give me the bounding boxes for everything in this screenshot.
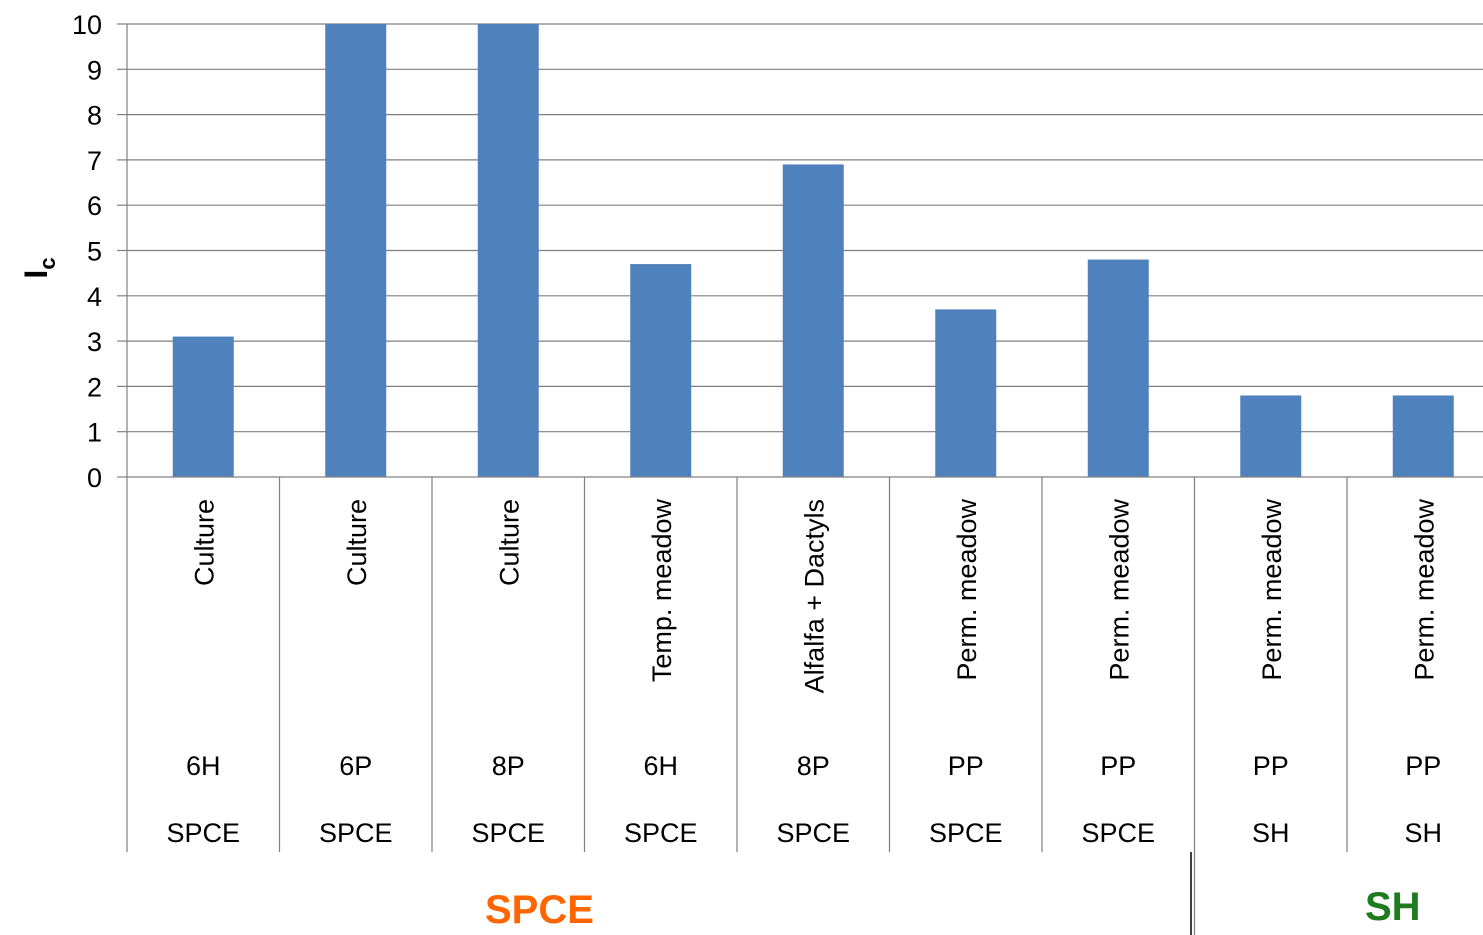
y-tick-label: 8: [87, 101, 102, 131]
category-site-label: SPCE: [471, 818, 545, 848]
category-site-label: SPCE: [166, 818, 240, 848]
y-axis-label-main: I: [18, 270, 54, 279]
category-labels: Culture 6H SPCE Culture 6P SPCE Culture 8P SPCE T…: [166, 499, 1442, 848]
category-site-label: SPCE: [776, 818, 850, 848]
category-site-label: SPCE: [929, 818, 1003, 848]
y-tick-label: 3: [87, 327, 102, 357]
category-land-use-label: Culture: [342, 499, 372, 586]
category-land-use-label: Culture: [189, 499, 219, 586]
category-site-label: SPCE: [319, 818, 393, 848]
category-code-label: PP: [1100, 751, 1136, 781]
category-code-label: 6H: [186, 751, 221, 781]
category-code-label: 6P: [339, 751, 372, 781]
category-land-use-label: Temp. meadow: [647, 499, 677, 683]
category-code-label: 6H: [643, 751, 678, 781]
y-tick-label: 4: [87, 282, 102, 312]
y-tick-label: 0: [87, 463, 102, 493]
bar: [172, 336, 234, 477]
bar: [477, 24, 539, 477]
y-tick-label: 5: [87, 237, 102, 267]
category-site-label: SPCE: [624, 818, 698, 848]
category-land-use-label: Perm. meadow: [952, 499, 982, 681]
y-axis-label-subscript: c: [35, 257, 60, 269]
group-label-sh: SH: [1365, 885, 1421, 929]
bars: [172, 24, 1454, 477]
y-tick-label: 2: [87, 372, 102, 402]
category-land-use-label: Perm. meadow: [1409, 499, 1439, 681]
category-code-label: PP: [1253, 751, 1289, 781]
y-tick-label: 6: [87, 191, 102, 221]
bar: [630, 264, 692, 477]
y-axis-label: Ic: [18, 257, 60, 278]
category-code-label: PP: [948, 751, 984, 781]
category-land-use-label: Perm. meadow: [1104, 499, 1134, 681]
bar: [1392, 395, 1454, 477]
bar: [1087, 259, 1149, 477]
bar: [935, 309, 997, 477]
bar: [1240, 395, 1302, 477]
category-site-label: SH: [1404, 818, 1442, 848]
category-code-label: 8P: [797, 751, 830, 781]
y-tick-label: 1: [87, 418, 102, 448]
y-tick-label: 9: [87, 55, 102, 85]
category-site-label: SH: [1252, 818, 1290, 848]
category-land-use-label: Culture: [494, 499, 524, 586]
category-site-label: SPCE: [1081, 818, 1155, 848]
category-code-label: 8P: [492, 751, 525, 781]
y-tick-labels: 0 1 2 3 4 5 6 7 8 9 10: [72, 10, 102, 493]
y-tick-label: 7: [87, 146, 102, 176]
bar: [325, 24, 387, 477]
bar: [782, 164, 844, 477]
category-land-use-label: Perm. meadow: [1257, 499, 1287, 681]
y-tick-label: 10: [72, 10, 102, 40]
axes: [117, 23, 1483, 935]
category-land-use-label: Alfalfa + Dactyls: [799, 499, 829, 693]
group-label-spce: SPCE: [485, 888, 594, 932]
category-code-label: PP: [1405, 751, 1441, 781]
